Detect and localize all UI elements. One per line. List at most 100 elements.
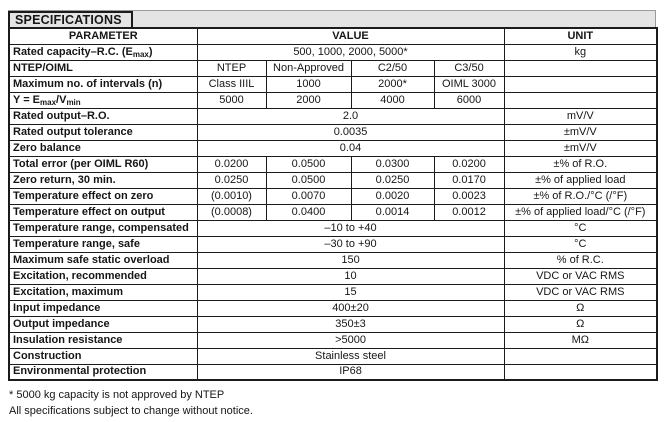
table-row: Temperature range, safe –30 to +90 °C: [8, 235, 658, 253]
parameter-cell: NTEP/OIML: [8, 59, 198, 77]
footnote-ntep-approval: * 5000 kg capacity is not approved by NT…: [9, 389, 225, 401]
table-row: Output impedance 350±3 Ω: [8, 315, 658, 333]
value-cell: 0.0250: [350, 171, 435, 189]
table-row: Excitation, recommended 10 VDC or VAC RM…: [8, 267, 658, 285]
header-row: PARAMETER VALUE UNIT: [8, 27, 658, 45]
table-row: Insulation resistance >5000 MΩ: [8, 331, 658, 349]
table-row: Excitation, maximum 15 VDC or VAC RMS: [8, 283, 658, 301]
value-cell: 0.0500: [265, 155, 352, 173]
parameter-cell: Temperature effect on zero: [8, 187, 198, 205]
unit-cell: [503, 75, 658, 93]
value-cell: C2/50: [350, 59, 435, 77]
value-cell: (0.0008): [196, 203, 267, 221]
table-row: Zero balance 0.04 ±mV/V: [8, 139, 658, 157]
parameter-cell: Output impedance: [8, 315, 198, 333]
parameter-text: Rated capacity–R.C. (E: [13, 45, 133, 58]
parameter-cell: Rated output–R.O.: [8, 107, 198, 125]
value-cell: 0.0014: [350, 203, 435, 221]
unit-cell: % of R.C.: [503, 251, 658, 269]
unit-cell: MΩ: [503, 331, 658, 349]
table-row: Rated output–R.O. 2.0 mV/V: [8, 107, 658, 125]
value-cell: 0.0400: [265, 203, 352, 221]
unit-cell: ±% of applied load: [503, 171, 658, 189]
parameter-cell: Zero balance: [8, 139, 198, 157]
value-cell: 0.04: [196, 139, 505, 157]
value-cell: 0.0012: [433, 203, 505, 221]
parameter-cell: Rated capacity–R.C. (Emax): [8, 43, 198, 61]
table-row: Maximum no. of intervals (n) Class IIIL …: [8, 75, 658, 93]
parameter-cell: Environmental protection: [8, 363, 198, 381]
value-cell: Stainless steel: [196, 347, 505, 365]
unit-cell: [503, 59, 658, 77]
value-cell: 6000: [433, 91, 505, 109]
specifications-table: PARAMETER VALUE UNIT Rated capacity–R.C.…: [8, 27, 659, 381]
unit-cell: ±% of R.O./°C (/°F): [503, 187, 658, 205]
value-cell: C3/50: [433, 59, 505, 77]
parameter-text: /V: [56, 93, 67, 106]
value-cell: 0.0170: [433, 171, 505, 189]
parameter-cell: Temperature effect on output: [8, 203, 198, 221]
unit-cell: kg: [503, 43, 658, 61]
value-cell: 400±20: [196, 299, 505, 317]
unit-cell: ±mV/V: [503, 139, 658, 157]
unit-cell: VDC or VAC RMS: [503, 283, 658, 301]
table-title-bar: SPECIFICATIONS: [8, 10, 656, 27]
table-row: Construction Stainless steel: [8, 347, 658, 365]
value-cell: 2000*: [350, 75, 435, 93]
specifications-sheet: SPECIFICATIONS PARAMETER VALUE UNIT Rate…: [8, 10, 659, 381]
parameter-cell: Maximum no. of intervals (n): [8, 75, 198, 93]
unit-cell: [503, 363, 658, 381]
value-cell: 0.0035: [196, 123, 505, 141]
table-row: Temperature range, compensated –10 to +4…: [8, 219, 658, 237]
parameter-text: ): [148, 45, 153, 58]
table-row: Environmental protection IP68: [8, 363, 658, 381]
table-row: Input impedance 400±20 Ω: [8, 299, 658, 317]
value-cell: 0.0200: [433, 155, 505, 173]
value-cell: 0.0250: [196, 171, 267, 189]
table-row: Total error (per OIML R60) 0.0200 0.0500…: [8, 155, 658, 173]
value-cell: 0.0500: [265, 171, 352, 189]
unit-cell: [503, 347, 658, 365]
table-row: Y = Emax/Vmin 5000 2000 4000 6000: [8, 91, 658, 109]
unit-cell: Ω: [503, 315, 658, 333]
table-row: Rated capacity–R.C. (Emax) 500, 1000, 20…: [8, 43, 658, 61]
value-cell: 0.0023: [433, 187, 505, 205]
parameter-cell: Rated output tolerance: [8, 123, 198, 141]
table-row: Temperature effect on zero (0.0010) 0.00…: [8, 187, 658, 205]
unit-cell: Ω: [503, 299, 658, 317]
value-cell: –30 to +90: [196, 235, 505, 253]
value-cell: 15: [196, 283, 505, 301]
table-title: SPECIFICATIONS: [8, 11, 133, 27]
parameter-cell: Excitation, maximum: [8, 283, 198, 301]
unit-cell: °C: [503, 219, 658, 237]
unit-cell: ±mV/V: [503, 123, 658, 141]
column-header-parameter: PARAMETER: [8, 27, 198, 45]
value-cell: 0.0070: [265, 187, 352, 205]
parameter-cell: Insulation resistance: [8, 331, 198, 349]
value-cell: Class IIIL: [196, 75, 267, 93]
unit-cell: [503, 91, 658, 109]
value-cell: –10 to +40: [196, 219, 505, 237]
table-row: Rated output tolerance 0.0035 ±mV/V: [8, 123, 658, 141]
value-cell: NTEP: [196, 59, 267, 77]
parameter-subscript: min: [66, 98, 81, 107]
parameter-cell: Temperature range, compensated: [8, 219, 198, 237]
column-header-unit: UNIT: [503, 27, 658, 45]
value-cell: 350±3: [196, 315, 505, 333]
footnotes: * 5000 kg capacity is not approved by NT…: [9, 387, 253, 419]
parameter-cell: Y = Emax/Vmin: [8, 91, 198, 109]
unit-cell: ±% of R.O.: [503, 155, 658, 173]
value-cell: 2.0: [196, 107, 505, 125]
footnote-subject-to-change: All specifications subject to change wit…: [9, 405, 253, 417]
unit-cell: mV/V: [503, 107, 658, 125]
parameter-text: Y = E: [13, 93, 41, 106]
value-cell: 0.0200: [196, 155, 267, 173]
unit-cell: ±% of applied load/°C (/°F): [503, 203, 658, 221]
value-cell: Non-Approved: [265, 59, 352, 77]
table-row: NTEP/OIML NTEP Non-Approved C2/50 C3/50: [8, 59, 658, 77]
value-cell: 1000: [265, 75, 352, 93]
table-row: Zero return, 30 min. 0.0250 0.0500 0.025…: [8, 171, 658, 189]
parameter-cell: Maximum safe static overload: [8, 251, 198, 269]
column-header-value: VALUE: [196, 27, 505, 45]
table-row: Maximum safe static overload 150 % of R.…: [8, 251, 658, 269]
